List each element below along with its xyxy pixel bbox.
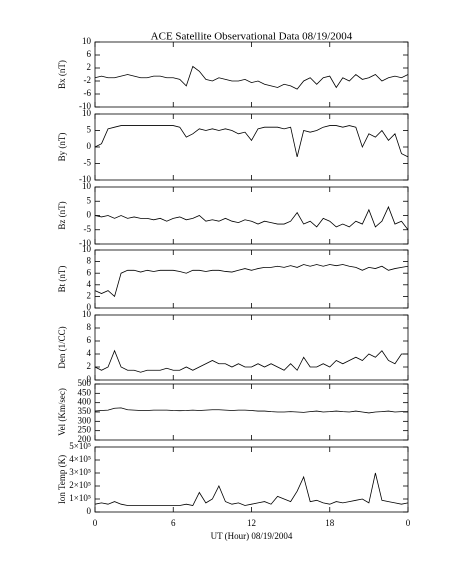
y-axis-label: Bx (nT) [57, 60, 67, 89]
y-tick-label: 8 [87, 322, 92, 332]
y-tick-label: 10 [82, 181, 92, 191]
y-tick-label: 4×10⁵ [69, 454, 91, 464]
y-tick-label: 10 [82, 36, 92, 46]
y-tick-label: 5 [87, 195, 92, 205]
y-axis-label: Bt (nT) [57, 266, 67, 293]
panel-frame [94, 113, 409, 181]
panel-frame [94, 41, 409, 108]
y-tick-label: 400 [78, 397, 92, 407]
y-axis-label: By (nT) [57, 133, 67, 162]
y-tick-label: 5×10⁵ [69, 441, 91, 451]
y-axis-label: Vel (Km/sec) [57, 388, 67, 436]
data-line [94, 264, 409, 298]
y-tick-label: -6 [84, 88, 92, 98]
y-tick-label: 450 [78, 387, 92, 397]
y-tick-label: 4 [87, 279, 92, 289]
y-tick-label: 0 [87, 141, 92, 151]
y-tick-label: 2 [87, 290, 92, 300]
y-tick-label: -5 [84, 158, 92, 168]
y-tick-label: 4 [87, 348, 92, 358]
y-tick-label: 0 [87, 506, 92, 516]
chart-title: ACE Satellite Observational Data 08/19/2… [151, 31, 353, 43]
y-axis-label: Ion Temp (K) [57, 455, 67, 504]
y-tick-label: 2 [87, 62, 92, 72]
y-tick-label: 300 [78, 415, 92, 425]
y-tick-label: -2 [84, 75, 92, 85]
y-tick-label: 500 [78, 378, 92, 388]
y-tick-label: 0 [87, 374, 92, 384]
y-tick-label: 3×10⁵ [69, 467, 91, 477]
y-tick-label: 1×10⁵ [69, 493, 91, 503]
x-axis-label: UT (Hour) 08/19/2004 [211, 531, 293, 541]
y-axis-label: Den (1/CC) [57, 326, 67, 368]
y-tick-label: 10 [82, 309, 92, 319]
y-tick-label: 350 [78, 406, 92, 416]
x-tick-label: 6 [171, 518, 176, 528]
data-line [94, 407, 408, 414]
y-tick-label: 8 [87, 256, 92, 266]
y-tick-label: 5 [87, 125, 92, 135]
y-tick-label: 10 [82, 108, 92, 118]
panel-frame [94, 249, 409, 309]
y-tick-label: 6 [87, 335, 92, 345]
data-line [94, 65, 409, 90]
panel-frame [94, 314, 409, 381]
y-tick-label: 250 [78, 425, 92, 435]
y-tick-label: -10 [79, 101, 91, 111]
y-tick-label: 2×10⁵ [69, 480, 91, 490]
y-axis-label: Bz (nT) [57, 201, 67, 229]
x-tick-label: 18 [325, 518, 335, 528]
data-line [94, 349, 408, 373]
x-tick-label: 0 [93, 518, 98, 528]
data-line [94, 125, 409, 158]
y-tick-label: 6 [87, 49, 92, 59]
panel-frame [94, 446, 409, 513]
x-tick-label: 0 [406, 518, 411, 528]
y-tick-label: 0 [87, 210, 92, 220]
y-tick-label: -5 [84, 224, 92, 234]
y-tick-label: -10 [79, 174, 91, 184]
y-tick-label: 2 [87, 361, 92, 371]
y-tick-label: 0 [87, 302, 92, 312]
y-tick-label: 6 [87, 267, 92, 277]
x-tick-label: 12 [247, 518, 256, 528]
y-tick-label: 200 [78, 434, 92, 444]
data-line [94, 205, 409, 230]
panel-frame [94, 186, 409, 245]
y-tick-label: 10 [82, 244, 92, 254]
data-line [94, 472, 409, 506]
y-tick-label: -10 [79, 238, 91, 248]
